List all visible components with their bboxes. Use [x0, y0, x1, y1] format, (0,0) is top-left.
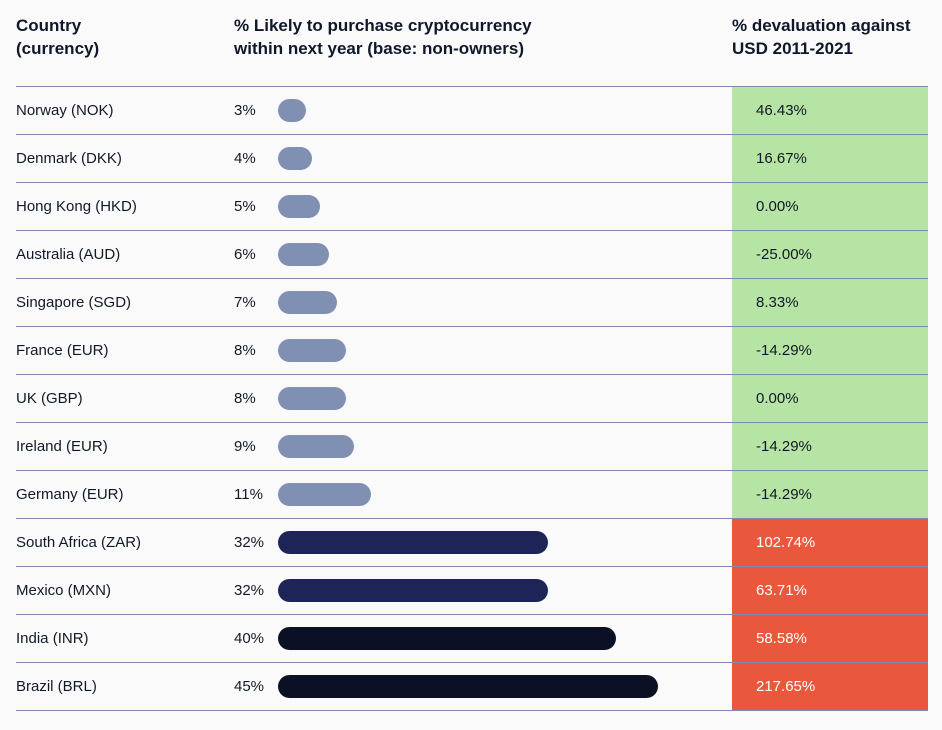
table-row: Australia (AUD) 6% -25.00% — [16, 231, 928, 279]
table-row: Brazil (BRL) 45% 217.65% — [16, 663, 928, 711]
crypto-devaluation-table: Country (currency) % Likely to purchase … — [16, 0, 928, 711]
likely-percent-label: 5% — [234, 198, 256, 215]
devaluation-cell: -14.29% — [732, 327, 928, 374]
likely-percent-bar — [278, 483, 371, 506]
country-label: Norway (NOK) — [16, 102, 114, 119]
likely-percent-label: 32% — [234, 582, 265, 599]
country-label: Denmark (DKK) — [16, 150, 122, 167]
table-row: Denmark (DKK) 4% 16.67% — [16, 135, 928, 183]
table-row: UK (GBP) 8% 0.00% — [16, 375, 928, 423]
country-label: Mexico (MXN) — [16, 582, 112, 599]
devaluation-cell: 16.67% — [732, 135, 928, 182]
likely-percent-label: 45% — [234, 678, 265, 695]
table-body: Norway (NOK) 3% 46.43% Denmark (DKK) 4% 16.67… — [16, 87, 928, 711]
likely-percent-label: 32% — [234, 534, 265, 551]
table-row: Germany (EUR) 11% -14.29% — [16, 471, 928, 519]
devaluation-cell: 63.71% — [732, 567, 928, 614]
likely-percent-label: 3% — [234, 102, 256, 119]
devaluation-cell: 46.43% — [732, 87, 928, 134]
likely-percent-bar — [278, 579, 549, 602]
likely-percent-label: 11% — [234, 486, 263, 503]
country-label: Singapore (SGD) — [16, 294, 132, 311]
likely-percent-bar — [278, 243, 329, 266]
devaluation-cell: 102.74% — [732, 519, 928, 566]
table-row: Ireland (EUR) 9% -14.29% — [16, 423, 928, 471]
header-likely-to-purchase: % Likely to purchase cryptocurrency with… — [234, 16, 532, 58]
likely-percent-label: 7% — [234, 294, 256, 311]
country-label: Ireland (EUR) — [16, 438, 108, 455]
likely-percent-label: 6% — [234, 246, 256, 263]
likely-percent-bar — [278, 531, 549, 554]
likely-percent-bar — [278, 147, 312, 170]
header-devaluation: % devaluation against USD 2011-2021 — [732, 16, 911, 58]
table-row: France (EUR) 8% -14.29% — [16, 327, 928, 375]
devaluation-cell: 0.00% — [732, 183, 928, 230]
country-label: India (INR) — [16, 630, 89, 647]
table-row: Mexico (MXN) 32% 63.71% — [16, 567, 928, 615]
country-label: South Africa (ZAR) — [16, 534, 142, 551]
likely-percent-bar — [278, 291, 338, 314]
likely-percent-bar — [278, 99, 306, 122]
country-label: Australia (AUD) — [16, 246, 121, 263]
table-row: India (INR) 40% 58.58% — [16, 615, 928, 663]
likely-percent-label: 40% — [234, 630, 265, 647]
table-row: South Africa (ZAR) 32% 102.74% — [16, 519, 928, 567]
likely-percent-bar — [278, 195, 321, 218]
likely-percent-bar — [278, 435, 355, 458]
likely-percent-label: 8% — [234, 390, 256, 407]
country-label: UK (GBP) — [16, 390, 83, 407]
devaluation-cell: -14.29% — [732, 423, 928, 470]
devaluation-cell: -14.29% — [732, 471, 928, 518]
devaluation-cell: 0.00% — [732, 375, 928, 422]
table-row: Hong Kong (HKD) 5% 0.00% — [16, 183, 928, 231]
devaluation-cell: 217.65% — [732, 663, 928, 710]
likely-percent-label: 4% — [234, 150, 256, 167]
country-label: France (EUR) — [16, 342, 109, 359]
table-header: Country (currency) % Likely to purchase … — [16, 0, 928, 87]
devaluation-cell: 8.33% — [732, 279, 928, 326]
devaluation-cell: 58.58% — [732, 615, 928, 662]
table-row: Singapore (SGD) 7% 8.33% — [16, 279, 928, 327]
likely-percent-label: 9% — [234, 438, 256, 455]
likely-percent-bar — [278, 627, 616, 650]
likely-percent-bar — [278, 675, 659, 698]
likely-percent-label: 8% — [234, 342, 256, 359]
likely-percent-bar — [278, 339, 346, 362]
table-row: Norway (NOK) 3% 46.43% — [16, 87, 928, 135]
country-label: Germany (EUR) — [16, 486, 124, 503]
likely-percent-bar — [278, 387, 346, 410]
devaluation-cell: -25.00% — [732, 231, 928, 278]
header-country: Country (currency) — [16, 16, 100, 58]
country-label: Brazil (BRL) — [16, 678, 97, 695]
country-label: Hong Kong (HKD) — [16, 198, 137, 215]
